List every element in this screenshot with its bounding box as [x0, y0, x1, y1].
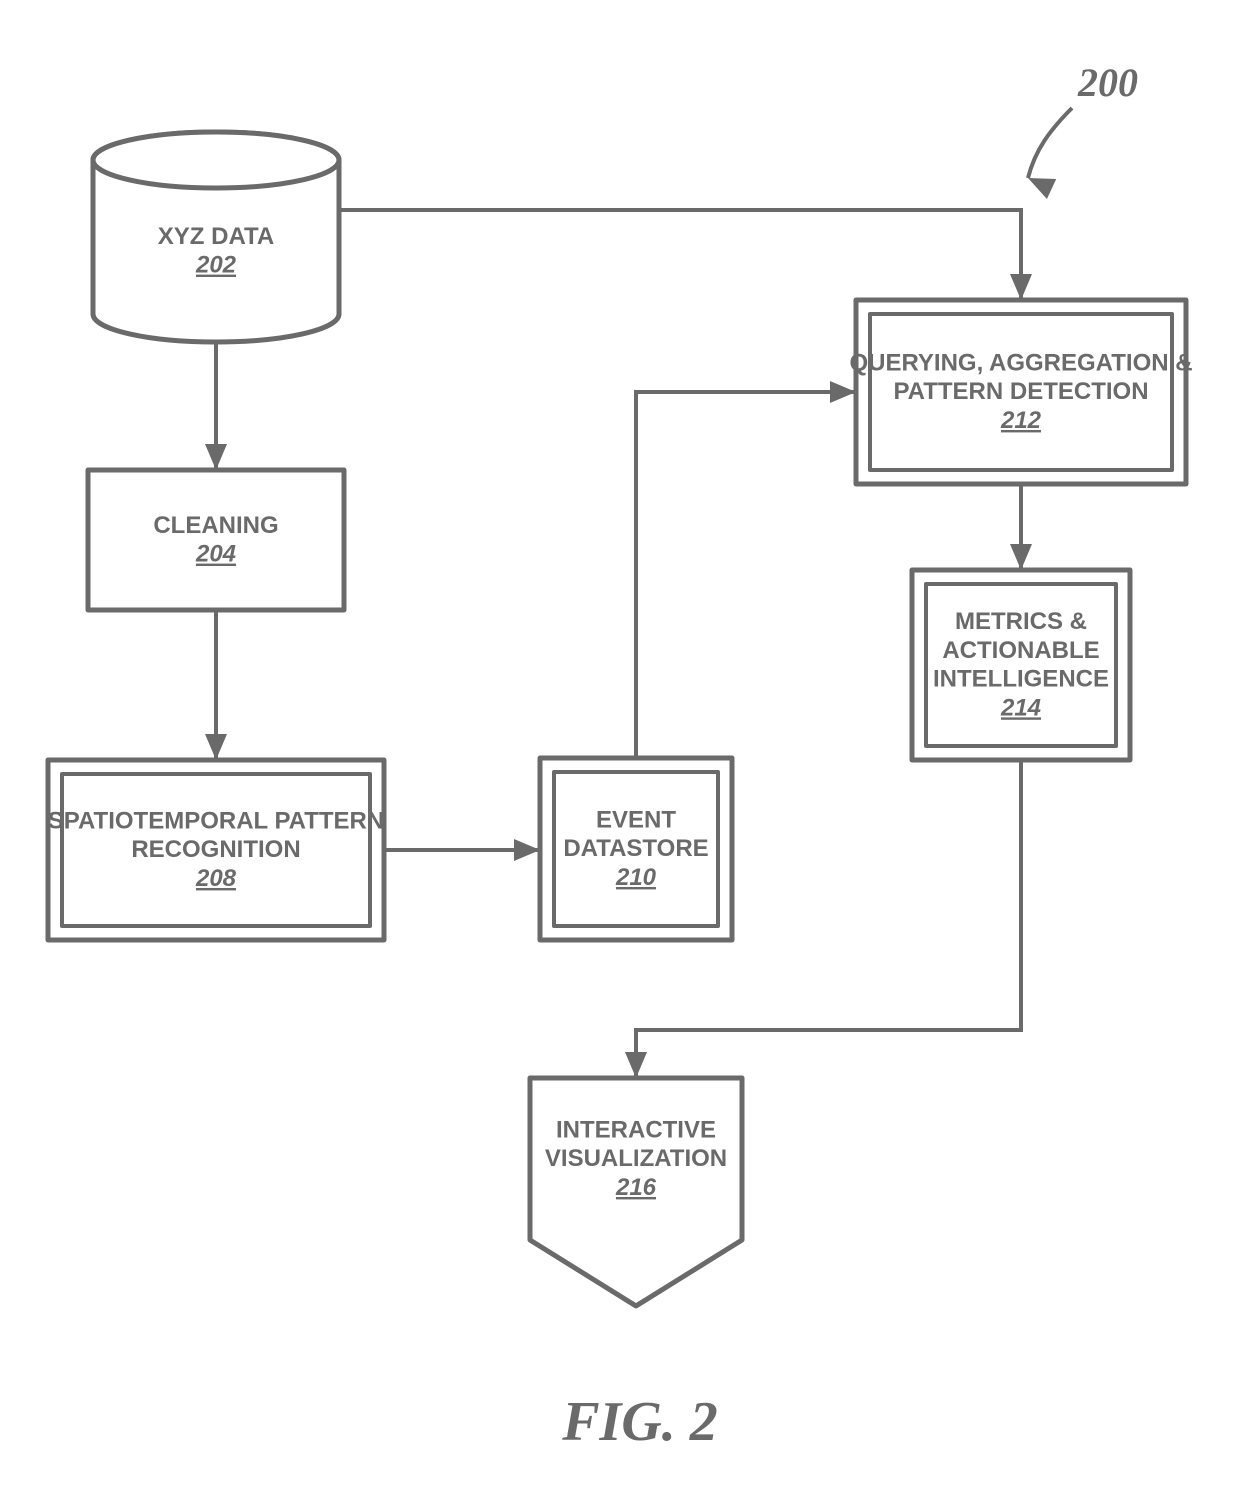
node-ref: 210 — [615, 864, 657, 891]
node-label: DATASTORE — [563, 835, 708, 862]
node-ref: 202 — [195, 252, 237, 279]
node-label: RECOGNITION — [131, 836, 300, 863]
node-ref: 208 — [195, 865, 237, 892]
diagram-callout: 200 — [1077, 60, 1138, 105]
node-label: PATTERN DETECTION — [893, 378, 1148, 405]
node-label: VISUALIZATION — [545, 1145, 727, 1172]
node-label: EVENT — [596, 806, 676, 833]
node-ref: 214 — [1000, 694, 1041, 721]
node-ref: 204 — [195, 541, 236, 568]
node-label: QUERYING, AGGREGATION & — [849, 349, 1192, 376]
node-label: METRICS & — [955, 608, 1087, 635]
node-label: ACTIONABLE — [942, 637, 1099, 664]
node-label: CLEANING — [153, 512, 278, 539]
node-ref: 212 — [1000, 407, 1042, 434]
node-label: SPATIOTEMPORAL PATTERN — [48, 807, 384, 834]
node-label: INTELLIGENCE — [933, 666, 1109, 693]
node-label: XYZ DATA — [158, 223, 274, 250]
figure-caption: FIG. 2 — [561, 1391, 718, 1453]
node-label: INTERACTIVE — [556, 1116, 716, 1143]
flowchart-diagram: XYZ DATA202 CLEANING204 SPATIOTEMPORAL PAT… — [0, 0, 1240, 1494]
node-ref: 216 — [615, 1174, 657, 1201]
